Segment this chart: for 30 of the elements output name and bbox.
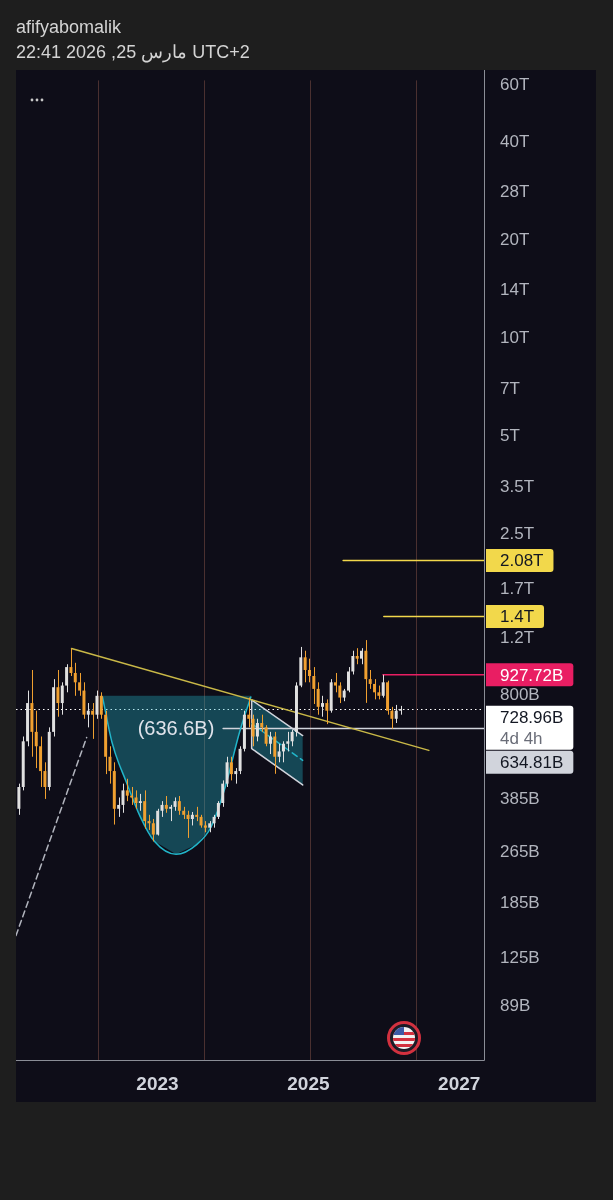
y-tick-label: 125B: [500, 948, 540, 968]
data-label: 2.08T: [500, 551, 544, 571]
y-tick-label: 7T: [500, 378, 520, 398]
y-tick-label: 185B: [500, 892, 540, 912]
y-tick-label: 20T: [500, 229, 530, 249]
y-tick-label: 28T: [500, 182, 530, 202]
y-tick-label: 14T: [500, 280, 530, 300]
x-tick-label: 2025: [287, 1072, 331, 1094]
y-tick-label: 40T: [500, 131, 530, 151]
y-tick-label: 1.7T: [500, 578, 535, 598]
data-label: 634.81B: [500, 752, 564, 772]
y-tick-label: 385B: [500, 788, 540, 808]
y-tick-label: 89B: [500, 996, 531, 1016]
text: 4d 4h: [500, 728, 543, 748]
y-tick-label: 265B: [500, 841, 540, 861]
x-tick-label: 2027: [438, 1072, 481, 1094]
chart-subtitle: UTC+2 مارس 25, 2026 22:41: [16, 42, 250, 62]
chart-title: afifyabomalik: [16, 16, 122, 38]
data-label: 1.4T: [500, 607, 535, 627]
y-tick-label: 60T: [500, 74, 530, 94]
y-tick-label: 3.5T: [500, 476, 535, 496]
y-tick-label: 2.5T: [500, 524, 535, 544]
x-tick-label: 2023: [136, 1072, 179, 1094]
y-tick-label: 5T: [500, 426, 520, 446]
data-label: 927.72B: [500, 665, 564, 685]
y-tick-label: 800B: [500, 685, 540, 705]
y-tick-label: 10T: [500, 328, 530, 348]
y-tick-label: 1.2T: [500, 628, 535, 648]
annotation: (636.6B): [137, 716, 215, 739]
ref-line-label: 728.96B: [500, 707, 564, 727]
